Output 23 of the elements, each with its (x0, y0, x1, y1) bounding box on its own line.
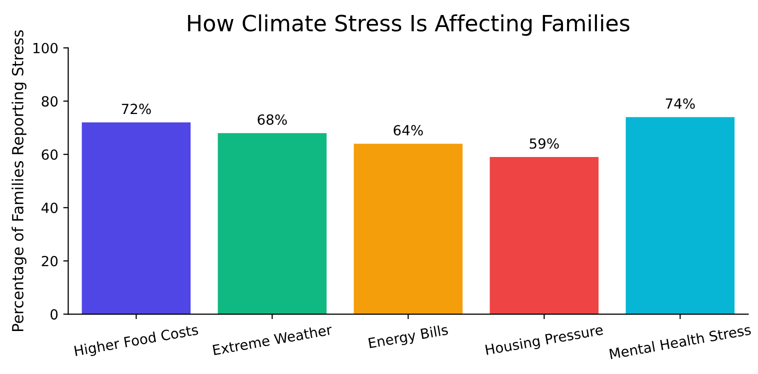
y-tick-label: 100 (34, 42, 58, 54)
bar (626, 117, 735, 314)
x-tick-label: Energy Bills (368, 324, 449, 352)
data-label: 59% (530, 138, 559, 149)
y-tick-label: 0 (50, 309, 58, 320)
x-tick-label: Extreme Weather (212, 324, 333, 356)
y-tick-label: 80 (42, 96, 58, 107)
y-tick-label: 60 (42, 149, 58, 160)
x-tick-label: Housing Pressure (485, 324, 604, 358)
y-axis-title: Percentage of Families Reporting Stress (12, 30, 26, 332)
bar (490, 157, 599, 314)
data-label: 64% (394, 124, 423, 136)
bar (354, 144, 463, 314)
data-label: 68% (258, 114, 287, 125)
y-tick-label: 40 (42, 202, 58, 214)
data-label: 74% (666, 98, 695, 109)
data-label: 72% (122, 104, 151, 114)
bar (82, 122, 191, 314)
x-tick-label: Higher Food Costs (74, 324, 199, 359)
chart-title: How Climate Stress Is Affecting Families (188, 14, 630, 36)
y-tick-label: 20 (42, 256, 58, 266)
x-tick-label: Mental Health Stress (609, 324, 752, 360)
bar (218, 133, 327, 314)
